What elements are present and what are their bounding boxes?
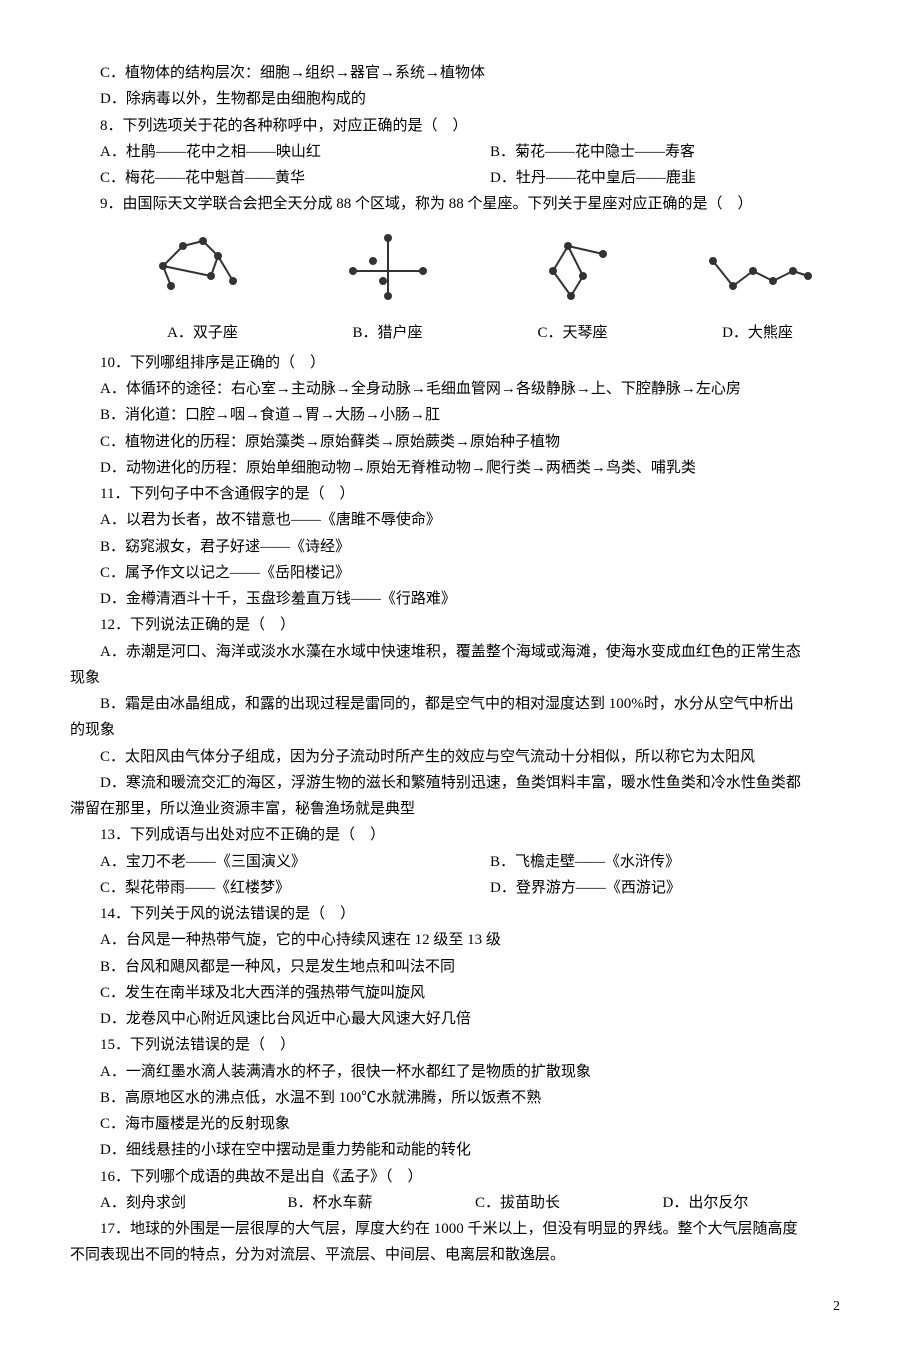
q8-opt-c: C．梅花——花中魁首——黄华 bbox=[70, 165, 460, 191]
q15-stem: 15．下列说法错误的是（ ） bbox=[70, 1032, 850, 1058]
q10-opt-b: B．消化道：口腔→咽→食道→胃→大肠→小肠→肛 bbox=[70, 402, 850, 428]
q10-opt-c: C．植物进化的历程：原始藻类→原始藓类→原始蕨类→原始种子植物 bbox=[70, 429, 850, 455]
q15-opt-c: C．海市蜃楼是光的反射现象 bbox=[70, 1111, 850, 1137]
q16-opt-a: A．刻舟求剑 bbox=[100, 1190, 288, 1216]
diagram-lyra-icon bbox=[513, 226, 633, 316]
q17-l2: 不同表现出不同的特点，分为对流层、平流层、中间层、电离层和散逸层。 bbox=[70, 1242, 850, 1268]
q7-opt-c: C．植物体的结构层次：细胞→组织→器官→系统→植物体 bbox=[70, 60, 850, 86]
q10-opt-d: D．动物进化的历程：原始单细胞动物→原始无脊椎动物→爬行类→两栖类→鸟类、哺乳类 bbox=[70, 455, 850, 481]
q14-opt-b: B．台风和飓风都是一种风，只是发生地点和叫法不同 bbox=[70, 954, 850, 980]
q16-opt-c: C．拔苗助长 bbox=[475, 1190, 663, 1216]
q14-opt-c: C．发生在南半球及北大西洋的强热带气旋叫旋风 bbox=[70, 980, 850, 1006]
q14-stem: 14．下列关于风的说法错误的是（ ） bbox=[70, 901, 850, 927]
q9-opt-d: D．大熊座 bbox=[698, 320, 818, 346]
q9-stem: 9．由国际天文学联合会把全天分成 88 个区域，称为 88 个星座。下列关于星座… bbox=[70, 191, 850, 217]
q11-stem: 11．下列句子中不含通假字的是（ ） bbox=[70, 481, 850, 507]
q13-opt-d: D．登界游方——《西游记》 bbox=[460, 875, 850, 901]
constellation-diagrams: A．双子座 B．猎户座 C．天琴座 D．大熊座 bbox=[110, 226, 850, 346]
diagram-gemini-icon bbox=[143, 226, 263, 316]
q10-stem: 10．下列哪组排序是正确的（ ） bbox=[70, 350, 850, 376]
q9-opt-a: A．双子座 bbox=[143, 320, 263, 346]
q13-opt-a: A．宝刀不老——《三国演义》 bbox=[70, 849, 460, 875]
q11-opt-a: A．以君为长者，故不错意也——《唐雎不辱使命》 bbox=[70, 507, 850, 533]
q8-stem: 8．下列选项关于花的各种称呼中，对应正确的是（ ） bbox=[70, 113, 850, 139]
q11-opt-d: D．金樽清酒斗十千，玉盘珍羞直万钱——《行路难》 bbox=[70, 586, 850, 612]
q11-opt-c: C．属予作文以记之——《岳阳楼记》 bbox=[70, 560, 850, 586]
q15-opt-d: D．细线悬挂的小球在空中摆动是重力势能和动能的转化 bbox=[70, 1137, 850, 1163]
q12-opt-b-l1: B．霜是由冰晶组成，和露的出现过程是雷同的，都是空气中的相对湿度达到 100%时… bbox=[70, 691, 850, 717]
q16-stem: 16．下列哪个成语的典故不是出自《孟子》（ ） bbox=[70, 1164, 850, 1190]
diagram-orion-icon bbox=[328, 226, 448, 316]
q8-opt-d: D．牡丹——花中皇后——鹿韭 bbox=[460, 165, 850, 191]
q12-opt-d-l1: D．寒流和暖流交汇的海区，浮游生物的滋长和繁殖特别迅速，鱼类饵料丰富，暖水性鱼类… bbox=[70, 770, 850, 796]
q11-opt-b: B．窈窕淑女，君子好逑——《诗经》 bbox=[70, 534, 850, 560]
q12-opt-b-l2: 的现象 bbox=[70, 717, 850, 743]
q12-stem: 12．下列说法正确的是（ ） bbox=[70, 612, 850, 638]
q12-opt-d-l2: 滞留在那里，所以渔业资源丰富，秘鲁渔场就是典型 bbox=[70, 796, 850, 822]
q8-opt-b: B．菊花——花中隐士——寿客 bbox=[460, 139, 850, 165]
q14-opt-d: D．龙卷风中心附近风速比台风近中心最大风速大好几倍 bbox=[70, 1006, 850, 1032]
q16-opt-b: B．杯水车薪 bbox=[288, 1190, 476, 1216]
q12-opt-a-l2: 现象 bbox=[70, 665, 850, 691]
q13-opt-c: C．梨花带雨——《红楼梦》 bbox=[70, 875, 460, 901]
q13-stem: 13．下列成语与出处对应不正确的是（ ） bbox=[70, 822, 850, 848]
q14-opt-a: A．台风是一种热带气旋，它的中心持续风速在 12 级至 13 级 bbox=[70, 927, 850, 953]
q10-opt-a: A．体循环的途径：右心室→主动脉→全身动脉→毛细血管网→各级静脉→上、下腔静脉→… bbox=[70, 376, 850, 402]
q12-opt-c: C．太阳风由气体分子组成，因为分子流动时所产生的效应与空气流动十分相似，所以称它… bbox=[70, 744, 850, 770]
q17-l1: 17．地球的外围是一层很厚的大气层，厚度大约在 1000 千米以上，但没有明显的… bbox=[70, 1216, 850, 1242]
q16-opt-d: D．出尔反尔 bbox=[663, 1190, 851, 1216]
q15-opt-a: A．一滴红墨水滴人装满清水的杯子，很快一杯水都红了是物质的扩散现象 bbox=[70, 1059, 850, 1085]
q9-opt-b: B．猎户座 bbox=[328, 320, 448, 346]
q8-opt-a: A．杜鹃——花中之相——映山红 bbox=[70, 139, 460, 165]
q9-opt-c: C．天琴座 bbox=[513, 320, 633, 346]
q13-opt-b: B．飞檐走壁——《水浒传》 bbox=[460, 849, 850, 875]
q7-opt-d: D．除病毒以外，生物都是由细胞构成的 bbox=[70, 86, 850, 112]
page-number: 2 bbox=[70, 1295, 850, 1320]
diagram-ursa-major-icon bbox=[698, 226, 818, 316]
q15-opt-b: B．高原地区水的沸点低，水温不到 100℃水就沸腾，所以饭煮不熟 bbox=[70, 1085, 850, 1111]
q12-opt-a-l1: A．赤潮是河口、海洋或淡水水藻在水域中快速堆积，覆盖整个海域或海滩，使海水变成血… bbox=[70, 639, 850, 665]
